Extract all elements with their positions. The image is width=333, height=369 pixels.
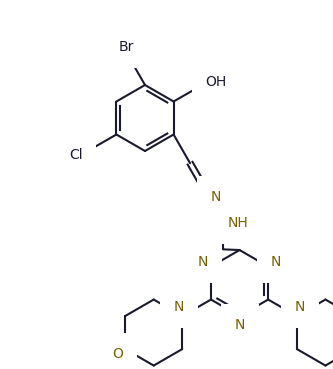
- Text: N: N: [174, 300, 184, 314]
- Text: NH: NH: [228, 215, 248, 230]
- Text: N: N: [234, 318, 245, 332]
- Text: N: N: [198, 255, 208, 269]
- Text: Cl: Cl: [69, 148, 83, 162]
- Text: N: N: [210, 190, 221, 204]
- Text: Br: Br: [119, 40, 134, 54]
- Text: N: N: [271, 255, 281, 269]
- Text: O: O: [112, 346, 123, 361]
- Text: N: N: [295, 300, 305, 314]
- Text: OH: OH: [206, 75, 227, 89]
